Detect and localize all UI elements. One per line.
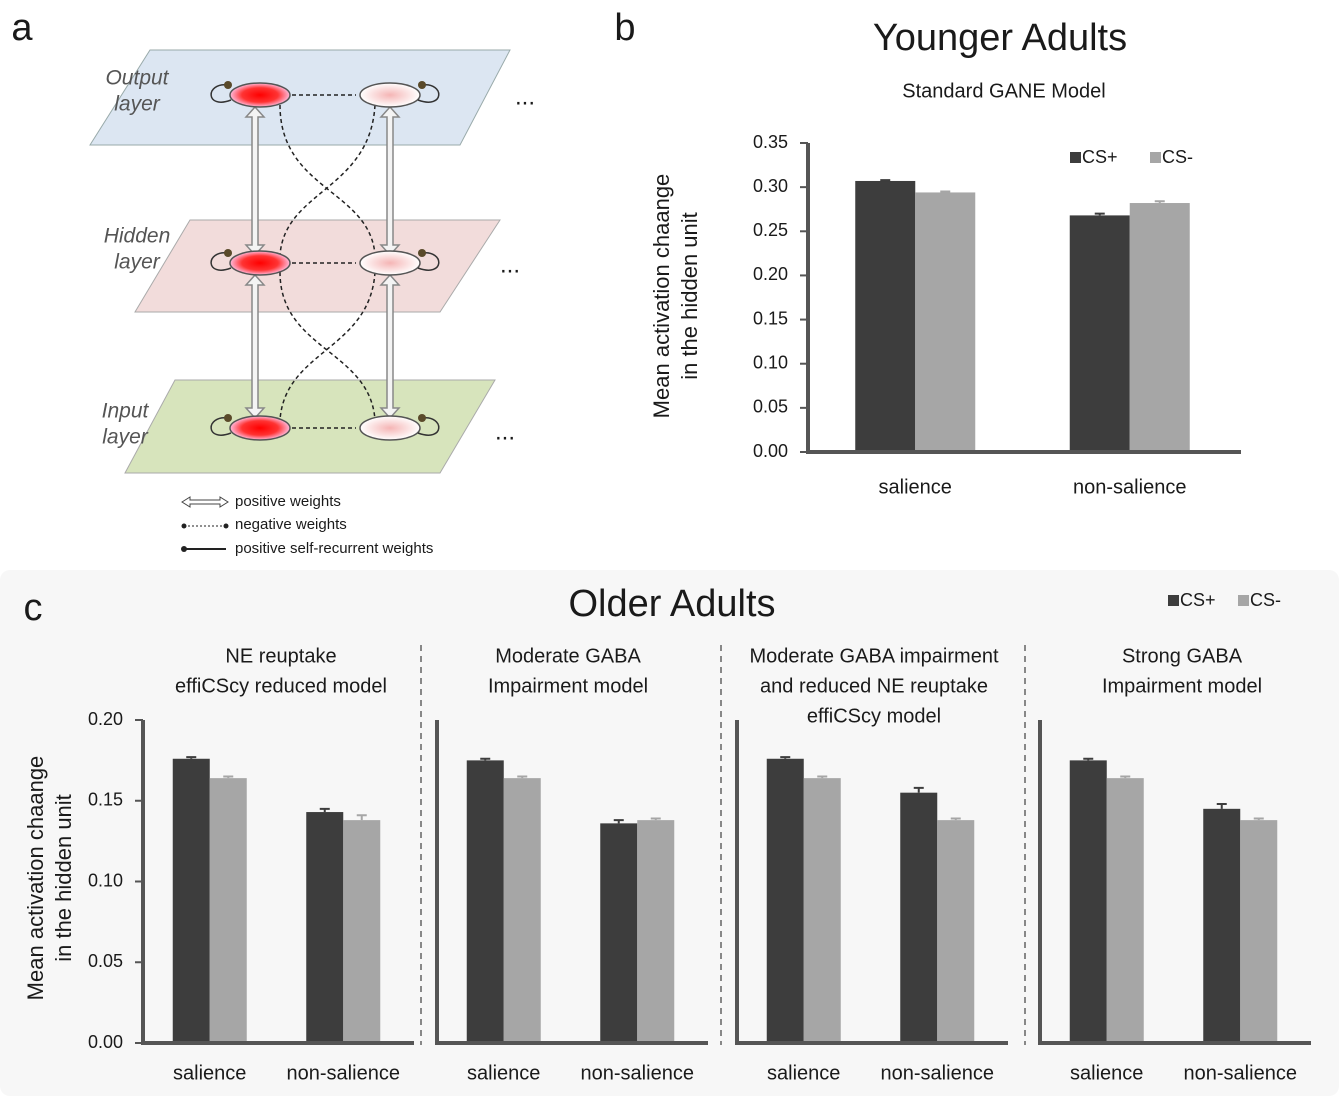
legend-symbol xyxy=(181,546,187,552)
figure: a b c xyxy=(0,0,1339,1096)
x-tick-label: non-salience xyxy=(287,1062,400,1084)
y-axis-label: in the hidden unit xyxy=(51,794,76,962)
legend-swatch xyxy=(1168,595,1179,606)
chart-subtitle: Strong GABA xyxy=(1122,645,1243,667)
error-bar xyxy=(880,180,890,181)
bar xyxy=(1203,809,1240,1043)
chart-subtitle: NE reuptake xyxy=(225,645,336,667)
legend-label: CS+ xyxy=(1082,147,1118,167)
panel-label: c xyxy=(24,587,43,629)
y-tick-label: 0.00 xyxy=(88,1032,123,1052)
x-tick-label: salience xyxy=(173,1062,246,1084)
y-tick-label: 0.15 xyxy=(88,790,123,810)
layer-label: Output xyxy=(105,67,169,90)
network-diagram: Output layer Hidden layer Input layer ..… xyxy=(90,50,535,557)
y-tick-label: 0.00 xyxy=(753,441,788,461)
x-tick-label: non-salience xyxy=(1184,1062,1297,1084)
layer-label: Hidden xyxy=(104,225,171,248)
x-tick-label: non-salience xyxy=(881,1062,994,1084)
layer-label: layer xyxy=(114,251,161,274)
legend-symbol xyxy=(182,497,228,507)
bar xyxy=(767,759,804,1043)
x-tick-label: salience xyxy=(879,476,952,498)
legend-text: positive self-recurrent weights xyxy=(235,540,433,557)
x-tick-label: salience xyxy=(467,1062,540,1084)
y-tick-label: 0.25 xyxy=(753,220,788,240)
bar xyxy=(306,812,343,1043)
y-tick-label: 0.10 xyxy=(88,870,123,890)
chart-subtitle: Standard GANE Model xyxy=(902,80,1105,102)
layer-label: layer xyxy=(102,426,149,449)
y-axis-label: in the hidden unit xyxy=(677,212,702,380)
error-bar xyxy=(1155,201,1165,203)
bar xyxy=(804,778,841,1043)
error-bar xyxy=(940,192,950,193)
y-tick-label: 0.05 xyxy=(753,397,788,417)
bar xyxy=(915,192,975,452)
panel-label: b xyxy=(614,7,635,49)
y-axis-label: Mean activation chaange xyxy=(23,756,48,1001)
y-tick-label: 0.20 xyxy=(88,709,123,729)
chart-subtitle: and reduced NE reuptake xyxy=(760,675,988,697)
chart-title: Older Adults xyxy=(569,583,776,625)
bar xyxy=(1070,760,1107,1043)
bar xyxy=(900,793,937,1043)
legend-swatch xyxy=(1070,152,1081,163)
legend-label: CS- xyxy=(1250,590,1281,610)
chart-subtitle: effiCScy model xyxy=(807,705,941,727)
y-tick-label: 0.15 xyxy=(753,308,788,328)
legend-label: CS+ xyxy=(1180,590,1216,610)
bar xyxy=(1130,203,1190,452)
error-bar xyxy=(1095,214,1105,216)
y-axis-label: Mean activation chaange xyxy=(649,174,674,419)
chart-subtitle: Impairment model xyxy=(488,675,648,697)
chart-subtitle: Moderate GABA impairment xyxy=(750,645,999,667)
bar xyxy=(343,820,380,1043)
x-tick-label: salience xyxy=(1070,1062,1143,1084)
panel-label: a xyxy=(11,7,33,49)
bar xyxy=(637,820,674,1043)
legend-symbol xyxy=(182,524,187,529)
y-tick-label: 0.10 xyxy=(753,352,788,372)
x-tick-label: non-salience xyxy=(1073,476,1186,498)
bar xyxy=(855,181,915,452)
chart-subtitle: Impairment model xyxy=(1102,675,1262,697)
chart-title: Younger Adults xyxy=(873,17,1127,59)
page: a b c xyxy=(0,0,1339,1096)
bar xyxy=(937,820,974,1043)
legend-text: positive weights xyxy=(235,493,341,510)
bar xyxy=(1240,820,1277,1043)
y-tick-label: 0.20 xyxy=(753,264,788,284)
legend-swatch xyxy=(1238,595,1249,606)
legend-swatch xyxy=(1150,152,1161,163)
ellipsis: ... xyxy=(500,251,520,278)
legend-label: CS- xyxy=(1162,147,1193,167)
x-tick-label: salience xyxy=(767,1062,840,1084)
chart-subtitle: Moderate GABA xyxy=(495,645,641,667)
x-tick-label: non-salience xyxy=(581,1062,694,1084)
y-tick-label: 0.30 xyxy=(753,176,788,196)
layer-label: layer xyxy=(114,93,161,116)
bar xyxy=(504,778,541,1043)
y-tick-label: 0.05 xyxy=(88,951,123,971)
chart-subtitle: effiCScy reduced model xyxy=(175,675,387,697)
ellipsis: ... xyxy=(515,83,535,110)
layer-label: Input xyxy=(102,400,150,423)
bar xyxy=(467,760,504,1043)
bar xyxy=(210,778,247,1043)
bar xyxy=(1107,778,1144,1043)
bar xyxy=(600,823,637,1043)
legend-symbol xyxy=(224,524,229,529)
legend-text: negative weights xyxy=(235,516,347,533)
bar xyxy=(1070,215,1130,452)
ellipsis: ... xyxy=(495,418,515,445)
bar xyxy=(173,759,210,1043)
layer-plane xyxy=(135,220,500,312)
y-tick-label: 0.35 xyxy=(753,132,788,152)
